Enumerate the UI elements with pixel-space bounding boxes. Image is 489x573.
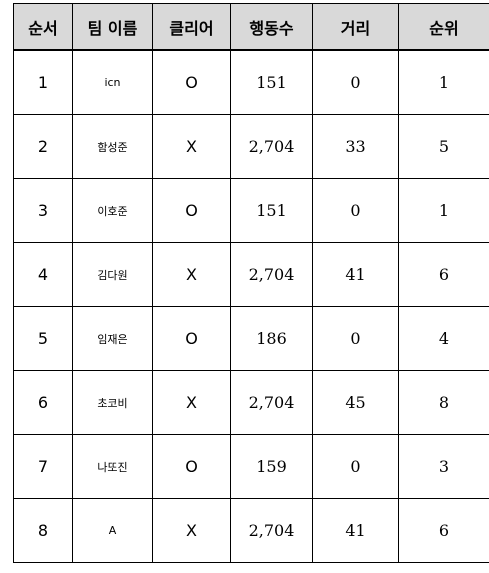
- cell-distance: 41: [312, 498, 399, 563]
- cell-distance: 0: [312, 306, 399, 371]
- table-row: 5 임재은 O 186 0 4: [13, 306, 489, 371]
- table-row: 3 이호준 O 151 0 1: [13, 178, 489, 243]
- cell-clear: O: [152, 434, 231, 499]
- cell-order: 1: [13, 49, 73, 115]
- cell-team-name: icn: [72, 49, 153, 115]
- header-team-name: 팀 이름: [72, 3, 153, 51]
- cell-team-name: 초코비: [72, 370, 153, 435]
- cell-team-name: A: [72, 498, 153, 563]
- table-row: 1 icn O 151 0 1: [13, 49, 489, 115]
- cell-clear: X: [152, 242, 231, 307]
- cell-order: 4: [13, 242, 73, 307]
- cell-order: 2: [13, 114, 73, 179]
- results-table-container: 순서 팀 이름 클리어 행동수 거리 순위 1 icn O 151 0 1 2 …: [13, 3, 489, 571]
- cell-distance: 41: [312, 242, 399, 307]
- cell-moves: 151: [230, 49, 313, 115]
- table-row: 7 나또진 O 159 0 3: [13, 434, 489, 499]
- cell-clear: O: [152, 49, 231, 115]
- cell-moves: 2,704: [230, 242, 313, 307]
- table-header: 순서 팀 이름 클리어 행동수 거리 순위: [13, 3, 489, 51]
- cell-rank: 3: [398, 434, 489, 499]
- cell-distance: 0: [312, 49, 399, 115]
- cell-moves: 151: [230, 178, 313, 243]
- table-row: 2 함성준 X 2,704 33 5: [13, 114, 489, 179]
- cell-team-name: 이호준: [72, 178, 153, 243]
- cell-clear: O: [152, 306, 231, 371]
- table-row: 8 A X 2,704 41 6: [13, 498, 489, 563]
- cell-rank: 1: [398, 49, 489, 115]
- cell-rank: 5: [398, 114, 489, 179]
- table-body: 1 icn O 151 0 1 2 함성준 X 2,704 33 5 3 이호준…: [13, 49, 489, 563]
- cell-moves: 186: [230, 306, 313, 371]
- cell-order: 5: [13, 306, 73, 371]
- table-row: 4 김다원 X 2,704 41 6: [13, 242, 489, 307]
- cell-moves: 159: [230, 434, 313, 499]
- cell-clear: X: [152, 114, 231, 179]
- cell-moves: 2,704: [230, 114, 313, 179]
- results-table: 순서 팀 이름 클리어 행동수 거리 순위 1 icn O 151 0 1 2 …: [13, 3, 489, 563]
- cell-distance: 33: [312, 114, 399, 179]
- header-rank: 순위: [398, 3, 489, 51]
- cell-distance: 0: [312, 434, 399, 499]
- cell-team-name: 김다원: [72, 242, 153, 307]
- cell-clear: X: [152, 370, 231, 435]
- cell-rank: 1: [398, 178, 489, 243]
- cell-distance: 45: [312, 370, 399, 435]
- header-distance: 거리: [312, 3, 399, 51]
- cell-moves: 2,704: [230, 370, 313, 435]
- header-clear: 클리어: [152, 3, 231, 51]
- cell-order: 7: [13, 434, 73, 499]
- cell-rank: 8: [398, 370, 489, 435]
- cell-team-name: 함성준: [72, 114, 153, 179]
- header-order: 순서: [13, 3, 73, 51]
- header-row: 순서 팀 이름 클리어 행동수 거리 순위: [13, 3, 489, 51]
- cell-team-name: 임재은: [72, 306, 153, 371]
- cell-distance: 0: [312, 178, 399, 243]
- cell-rank: 4: [398, 306, 489, 371]
- header-moves: 행동수: [230, 3, 313, 51]
- cell-order: 3: [13, 178, 73, 243]
- cell-clear: O: [152, 178, 231, 243]
- cell-rank: 6: [398, 242, 489, 307]
- cell-order: 6: [13, 370, 73, 435]
- cell-team-name: 나또진: [72, 434, 153, 499]
- cell-rank: 6: [398, 498, 489, 563]
- cell-moves: 2,704: [230, 498, 313, 563]
- cell-clear: X: [152, 498, 231, 563]
- table-row: 6 초코비 X 2,704 45 8: [13, 370, 489, 435]
- cell-order: 8: [13, 498, 73, 563]
